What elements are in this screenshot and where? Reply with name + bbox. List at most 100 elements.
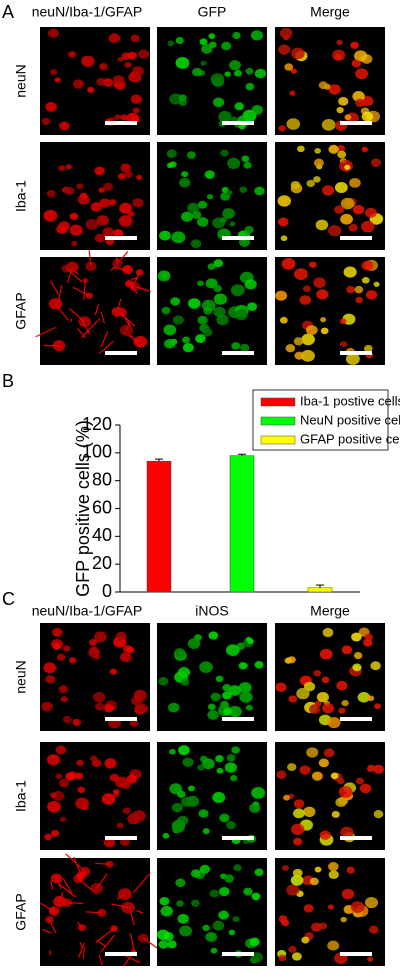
cell	[240, 344, 249, 352]
cell	[251, 787, 265, 799]
cell	[175, 878, 185, 887]
cell	[199, 661, 213, 673]
cell	[354, 652, 363, 659]
cell	[197, 316, 207, 325]
cell	[160, 906, 173, 917]
cell	[171, 231, 185, 243]
cell	[282, 865, 289, 871]
cell	[65, 773, 75, 781]
scale-bar	[105, 351, 137, 355]
cell	[306, 325, 318, 335]
cell	[167, 149, 177, 158]
micrograph	[275, 257, 385, 365]
micrograph	[40, 142, 150, 250]
cell	[208, 631, 218, 639]
cell	[251, 30, 263, 40]
cell	[188, 785, 195, 791]
cell	[197, 280, 204, 286]
bar	[308, 588, 332, 592]
cell	[48, 29, 59, 38]
cell	[278, 44, 290, 54]
cell	[103, 78, 113, 87]
cell	[255, 868, 264, 876]
cell	[322, 677, 330, 683]
micrograph	[157, 257, 267, 365]
scale-bar	[340, 236, 372, 240]
cell	[342, 889, 354, 900]
cell	[168, 703, 179, 713]
cell	[177, 791, 186, 798]
cell	[344, 114, 351, 120]
cell	[278, 125, 286, 131]
cell	[300, 295, 311, 305]
cell	[234, 102, 243, 110]
cell	[212, 792, 225, 803]
cell	[45, 102, 57, 112]
cell	[99, 188, 105, 193]
cell	[168, 41, 175, 47]
cell	[178, 745, 190, 755]
cell	[324, 748, 335, 757]
cell	[179, 926, 192, 937]
cell	[303, 285, 311, 292]
cell	[374, 810, 384, 818]
cell	[123, 807, 131, 814]
cell	[188, 638, 201, 649]
cell	[213, 307, 226, 318]
cell	[243, 888, 252, 896]
cell	[115, 777, 128, 788]
cell	[247, 302, 257, 310]
cell	[197, 764, 204, 770]
process	[95, 863, 110, 864]
cell	[158, 677, 168, 685]
cell	[59, 122, 70, 131]
cell	[337, 778, 344, 784]
cell	[297, 146, 305, 153]
cell	[159, 897, 169, 905]
scale-bar	[340, 717, 372, 721]
cell	[313, 670, 321, 677]
cell	[301, 334, 315, 346]
cell	[191, 900, 200, 907]
cell	[252, 105, 263, 115]
micrograph	[275, 858, 385, 966]
row-label: Iba-1	[13, 780, 29, 812]
cell	[162, 307, 171, 315]
cell	[291, 48, 305, 60]
cell	[207, 710, 218, 720]
cell	[213, 285, 222, 292]
image-bg	[40, 142, 150, 250]
cell	[229, 930, 235, 936]
scale-bar	[105, 717, 137, 721]
cell	[355, 68, 368, 79]
cell	[347, 867, 355, 874]
cell	[275, 291, 287, 301]
scale-bar	[340, 836, 372, 840]
cell	[334, 205, 344, 214]
cell	[278, 217, 288, 226]
cell	[240, 662, 248, 668]
cell	[293, 838, 302, 846]
cell	[68, 51, 76, 58]
cell	[310, 878, 319, 886]
cell	[109, 33, 120, 43]
cell	[158, 940, 168, 948]
cell	[208, 704, 216, 711]
cell	[360, 784, 371, 794]
column-header: iNOS	[195, 603, 228, 619]
cell	[227, 158, 240, 169]
cell	[294, 268, 308, 280]
cell	[65, 187, 74, 195]
cell	[280, 317, 288, 324]
cell	[198, 201, 207, 209]
cell	[70, 213, 79, 220]
cell	[197, 217, 208, 227]
cell	[52, 628, 63, 637]
cell	[178, 914, 190, 924]
cell	[221, 42, 231, 50]
cell	[172, 820, 185, 831]
legend-label: Iba-1 postive cells	[300, 393, 400, 408]
cell	[328, 145, 338, 154]
cell	[328, 905, 334, 910]
cell	[95, 703, 105, 711]
